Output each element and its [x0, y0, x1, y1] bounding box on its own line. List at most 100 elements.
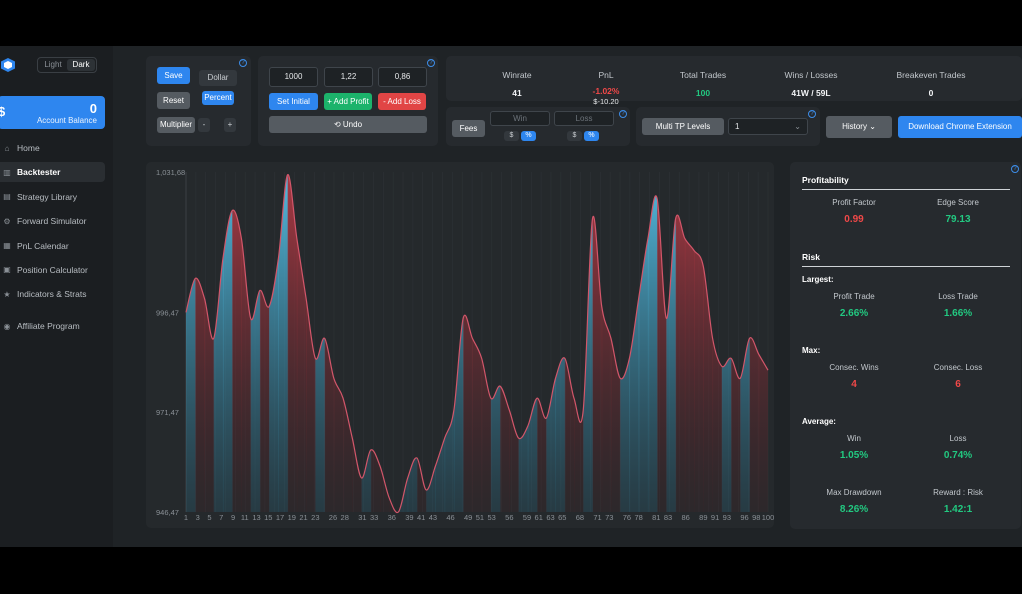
undo-button[interactable]: ⟲ Undo: [269, 116, 427, 133]
profit-trade-value: 2.66%: [839, 308, 869, 319]
sidebar-item-label: Position Calculator: [17, 264, 88, 275]
reset-button[interactable]: Reset: [157, 92, 190, 109]
loss-area: [370, 174, 381, 512]
percent-toggle[interactable]: Percent: [202, 91, 234, 105]
loss-area: [389, 174, 399, 512]
dollar-toggle[interactable]: Dollar: [199, 70, 237, 86]
avg-win-value: 1.05%: [839, 450, 869, 461]
sidebar-item-position-calculator[interactable]: ▣ Position Calculator: [0, 260, 105, 280]
profit-area: [250, 174, 261, 512]
add-loss-button[interactable]: - Add Loss: [378, 93, 426, 110]
x-tick-label: 86: [682, 513, 690, 522]
y-tick-label: 946,47: [156, 508, 179, 517]
help-icon[interactable]: ?: [427, 59, 435, 67]
sidebar-item-label: Home: [17, 143, 40, 153]
theme-toggle[interactable]: Light Dark: [37, 57, 97, 73]
y-tick-label: 996,47: [156, 308, 179, 317]
avg-loss-label: Loss: [949, 434, 967, 443]
fees-panel: ? Fees Win Loss $ % $ %: [446, 107, 630, 146]
loss-area: [204, 174, 215, 512]
sidebar-item-indicators[interactable]: ★ Indicators & Strats: [0, 284, 105, 304]
help-icon[interactable]: ?: [619, 110, 627, 118]
logo-icon: [1, 58, 15, 72]
loss-fee-percent-toggle[interactable]: %: [584, 131, 599, 141]
set-initial-button[interactable]: Set Initial: [269, 93, 318, 110]
multi-tp-panel: ? Multi TP Levels 1 ⌄: [636, 107, 820, 146]
x-tick-label: 9: [231, 513, 235, 522]
largest-title: Largest:: [802, 275, 834, 284]
profit-factor-value: 0.99: [844, 214, 864, 225]
loss-area: [232, 174, 242, 512]
profit-area: [555, 174, 566, 512]
win-fee-input[interactable]: Win: [490, 111, 550, 126]
summary-stats-panel: Winrate 41 PnL -1.02% $-10.20 Total Trad…: [446, 56, 1022, 106]
total-trades-label: Total Trades: [679, 70, 727, 80]
divider: [802, 266, 1010, 267]
theme-dark-option[interactable]: Dark: [67, 59, 95, 71]
multiplier-label: Multiplier: [157, 117, 195, 133]
win-fee-percent-toggle[interactable]: %: [521, 131, 536, 141]
sidebar-item-label: Strategy Library: [17, 191, 77, 202]
x-tick-label: 83: [664, 513, 672, 522]
help-icon[interactable]: ?: [808, 110, 816, 118]
x-tick-label: 41: [417, 513, 425, 522]
help-icon[interactable]: ?: [1011, 165, 1019, 173]
win-fee-dollar-toggle[interactable]: $: [504, 131, 519, 141]
consec-loss-value: 6: [955, 379, 961, 390]
max-drawdown-value: 8.26%: [839, 504, 869, 515]
x-tick-label: 19: [288, 513, 296, 522]
sidebar-nav: ⌂ Home ▥ Backtester ▤ Strategy Library ⚙…: [0, 138, 105, 341]
add-profit-button[interactable]: + Add Profit: [324, 93, 372, 110]
profit-area: [721, 174, 732, 512]
help-icon[interactable]: ?: [239, 59, 247, 67]
sidebar-item-home[interactable]: ⌂ Home: [0, 138, 105, 158]
avg-loss-value: 0.74%: [943, 450, 973, 461]
pnl-label: PnL: [598, 70, 614, 80]
download-extension-button[interactable]: Download Chrome Extension: [898, 116, 1022, 138]
sidebar-item-backtester[interactable]: ▥ Backtester: [0, 162, 105, 183]
breakeven-value: 0: [928, 88, 934, 98]
loss-area: [703, 174, 714, 512]
history-button[interactable]: History ⌄: [826, 116, 892, 138]
y-tick-label: 1,031,68: [156, 168, 185, 177]
save-button[interactable]: Save: [157, 67, 190, 84]
profitability-title: Profitability: [802, 175, 849, 185]
consec-wins-label: Consec. Wins: [829, 363, 879, 372]
multi-tp-select[interactable]: 1 ⌄: [728, 118, 808, 135]
sidebar-item-affiliate[interactable]: ◉ Affiliate Program: [0, 316, 105, 336]
loss-trade-label: Loss Trade: [938, 292, 978, 301]
profit-input[interactable]: 1,22: [324, 67, 373, 87]
x-tick-label: 65: [558, 513, 566, 522]
pnl-dollar-value: $-10.20: [593, 97, 619, 106]
multi-tp-label: Multi TP Levels: [642, 118, 724, 135]
profit-area: [518, 174, 529, 512]
x-tick-label: 100: [762, 513, 774, 522]
sidebar-item-forward-simulator[interactable]: ⚙ Forward Simulator: [0, 211, 105, 231]
winrate-stat: Winrate 41: [486, 70, 548, 98]
total-trades-value: 100: [695, 88, 711, 98]
multiplier-increase-button[interactable]: +: [224, 118, 236, 132]
x-tick-label: 31: [358, 513, 366, 522]
equity-chart-panel: 1,031,68 996,47 971,47 946,47 1 3 5 7 9 11 13 15 17 1…: [146, 162, 774, 528]
x-tick-label: 21: [299, 513, 307, 522]
winrate-value: 41: [512, 88, 522, 98]
x-tick-label: 56: [505, 513, 513, 522]
loss-fee-input[interactable]: Loss: [554, 111, 614, 126]
multiplier-decrease-button[interactable]: -: [198, 118, 210, 132]
sidebar-item-label: Affiliate Program: [17, 321, 80, 332]
star-icon: ★: [3, 289, 11, 299]
x-tick-label: 15: [264, 513, 272, 522]
breakeven-label: Breakeven Trades: [896, 70, 966, 80]
chevron-down-icon: ⌄: [869, 122, 876, 131]
simulator-icon: ⚙: [3, 216, 11, 226]
edge-score-label: Edge Score: [937, 198, 979, 207]
loss-fee-dollar-toggle[interactable]: $: [567, 131, 582, 141]
loss-input[interactable]: 0,86: [378, 67, 427, 87]
initial-balance-input[interactable]: 1000: [269, 67, 318, 87]
x-tick-label: 96: [740, 513, 748, 522]
x-tick-label: 53: [488, 513, 496, 522]
sidebar-item-strategy-library[interactable]: ▤ Strategy Library: [0, 187, 105, 207]
loss-area: [731, 174, 741, 512]
theme-light-option[interactable]: Light: [44, 60, 62, 69]
sidebar-item-pnl-calendar[interactable]: ▦ PnL Calendar: [0, 236, 105, 256]
